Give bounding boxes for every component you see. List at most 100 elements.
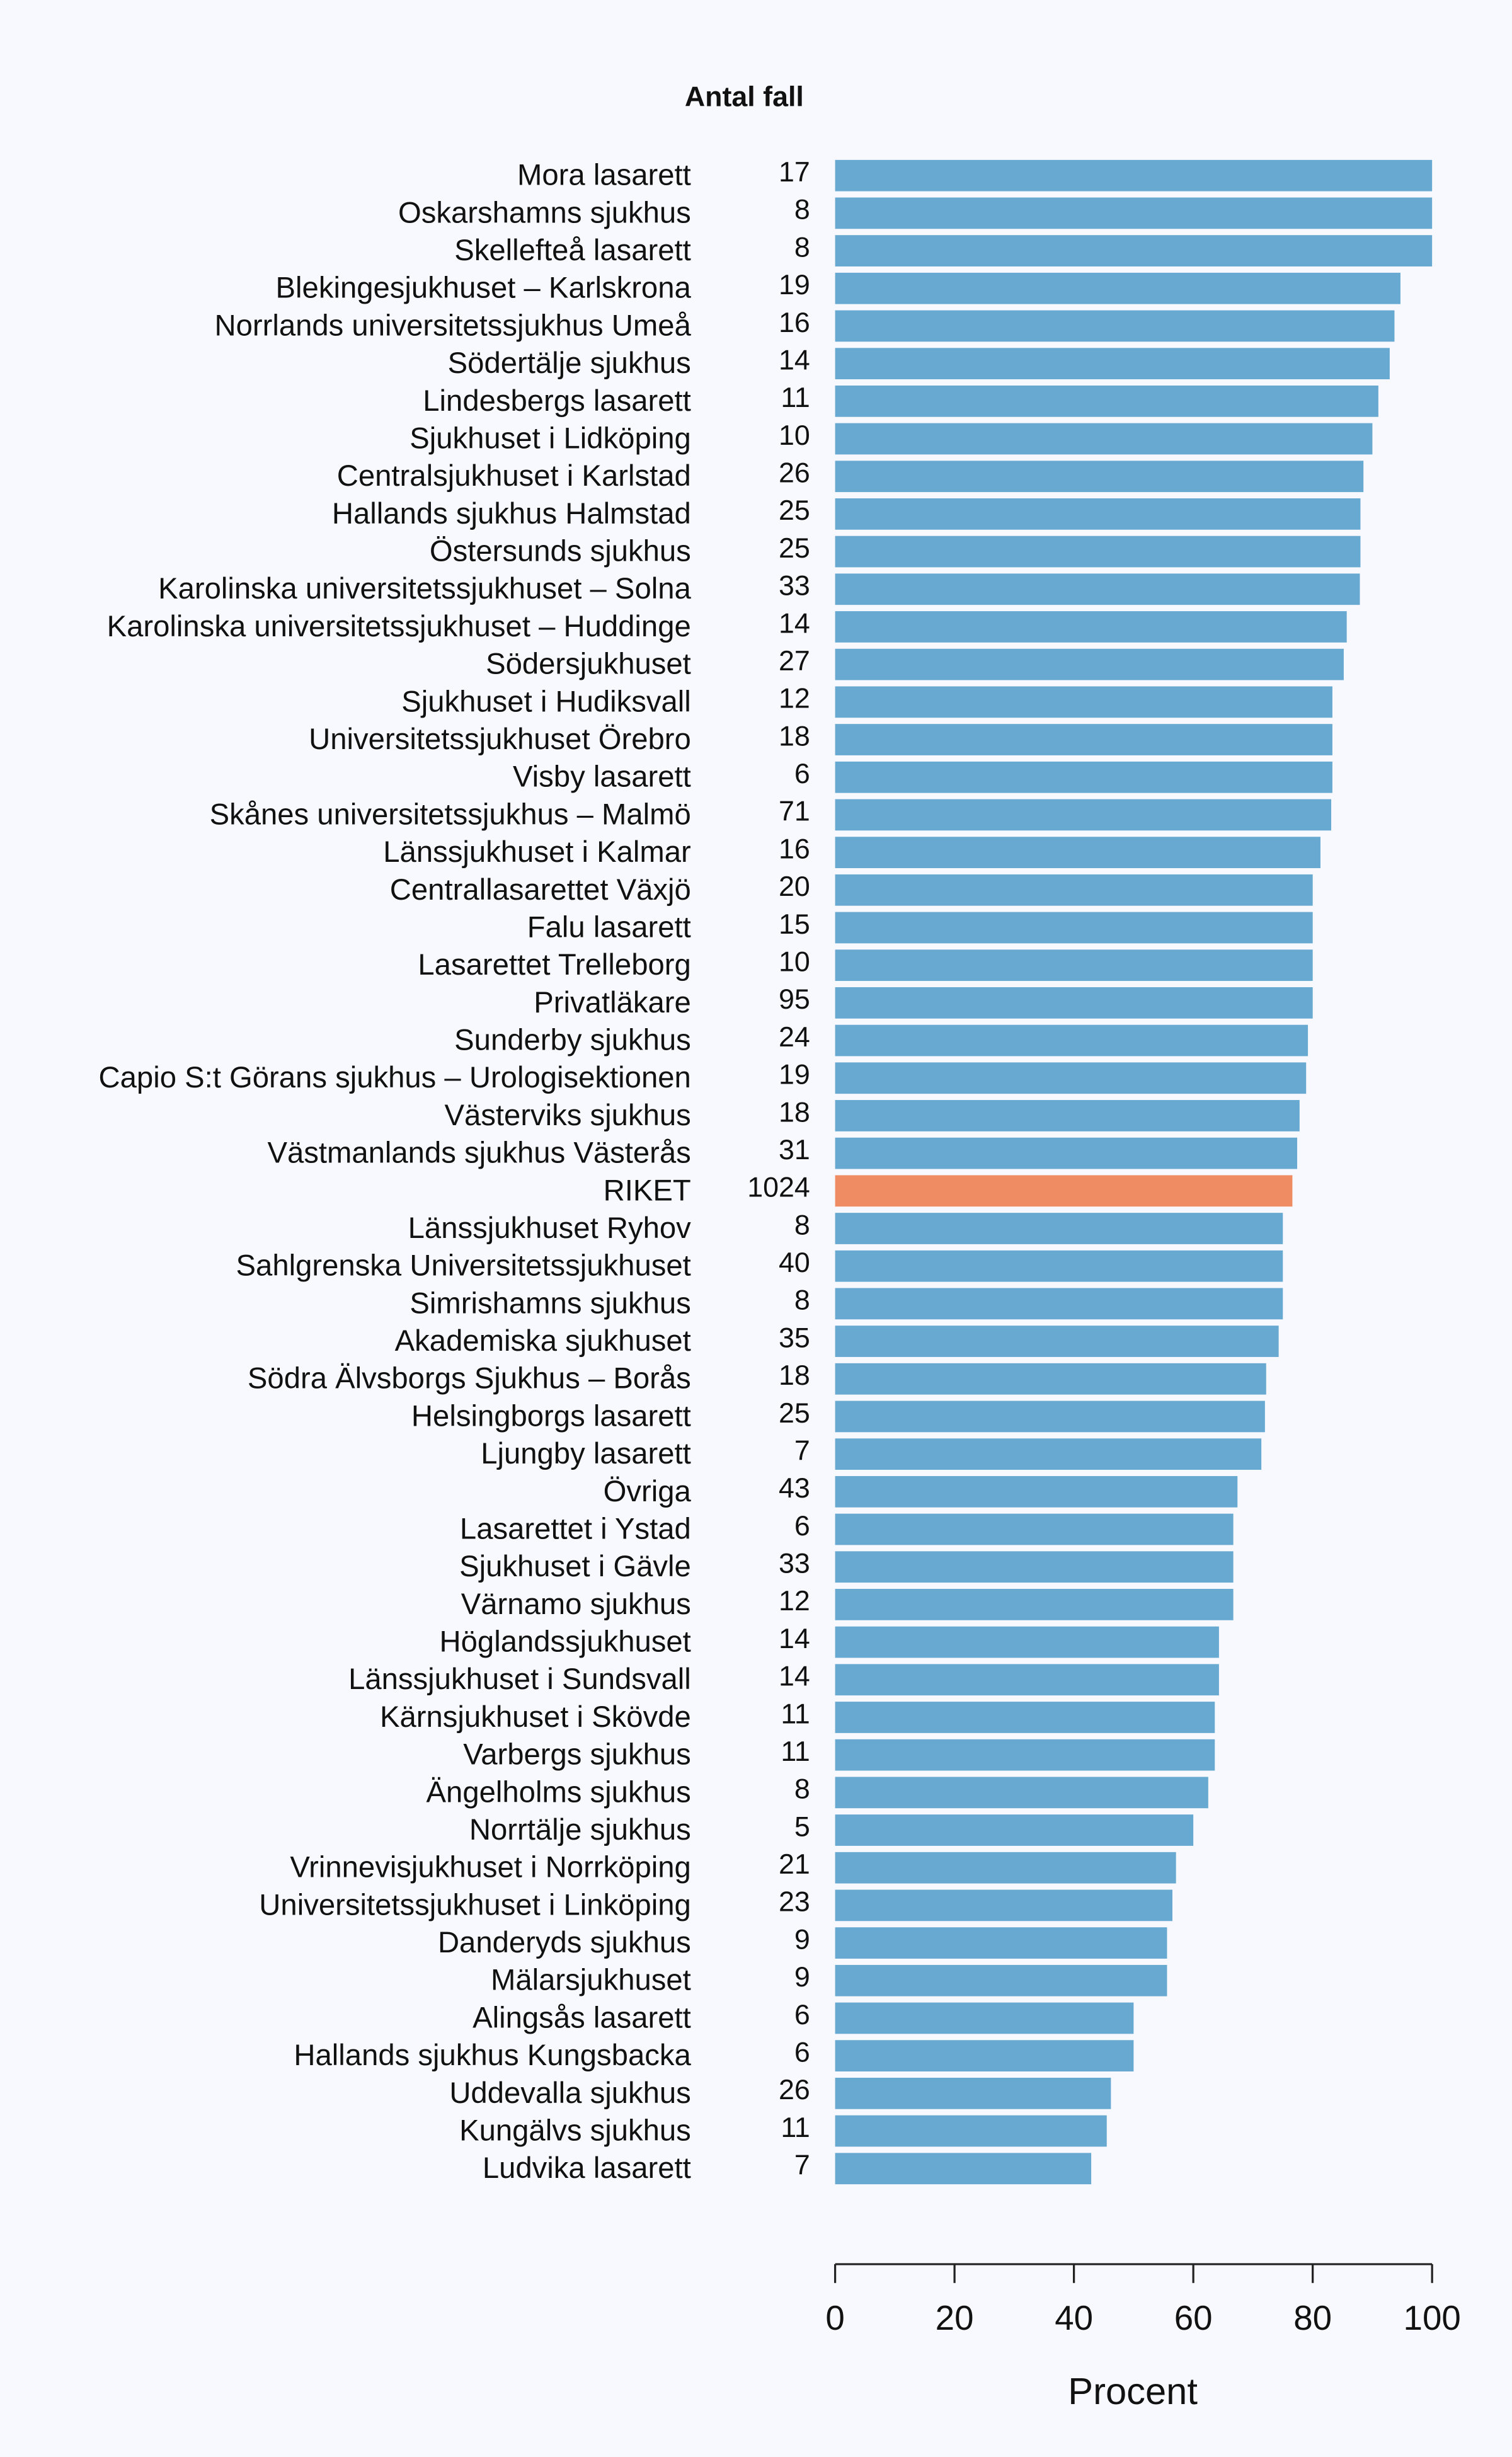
bar: [835, 611, 1347, 643]
category-label: Kärnsjukhuset i Skövde: [380, 1700, 691, 1734]
count-label: 18: [779, 720, 810, 752]
bar: [835, 1814, 1194, 1846]
category-label: Skellefteå lasarett: [454, 234, 691, 267]
count-label: 18: [779, 1360, 810, 1391]
category-label: Uddevalla sjukhus: [449, 2076, 690, 2110]
count-label: 11: [781, 2112, 810, 2143]
bar: [835, 1777, 1208, 1809]
count-label: 6: [794, 2037, 810, 2068]
category-label: Övriga: [604, 1475, 692, 1508]
bar: [835, 761, 1332, 793]
bar: [835, 686, 1332, 718]
x-tick-label: 100: [1404, 2298, 1461, 2337]
bar: [835, 987, 1313, 1019]
category-label: Capio S:t Görans sjukhus – Urologisektio…: [99, 1061, 691, 1094]
category-label: Lindesbergs lasarett: [423, 384, 691, 418]
count-label: 11: [781, 1698, 810, 1729]
category-label: Universitetssjukhuset Örebro: [309, 723, 691, 756]
bar: [835, 1551, 1234, 1583]
bar: [835, 2040, 1134, 2072]
bar: [835, 724, 1332, 755]
count-label: 8: [794, 231, 810, 263]
count-label: 15: [779, 908, 810, 940]
category-label: Ljungby lasarett: [481, 1437, 691, 1470]
bar: [835, 799, 1332, 831]
count-label: 20: [779, 871, 810, 902]
count-label: 1024: [747, 1172, 810, 1203]
bar: [835, 235, 1433, 266]
category-label: Södra Älvsborgs Sjukhus – Borås: [248, 1362, 691, 1395]
category-label: Varbergs sjukhus: [463, 1738, 691, 1772]
bar: [835, 1626, 1219, 1658]
category-label: Östersunds sjukhus: [430, 535, 691, 568]
count-label: 21: [779, 1848, 810, 1880]
bar: [835, 1664, 1219, 1696]
category-label: Mälarsjukhuset: [491, 1964, 691, 1997]
category-label: Karolinska universitetssjukhuset – Solna: [158, 572, 691, 605]
count-label: 24: [779, 1021, 810, 1053]
bar: [835, 2002, 1134, 2034]
count-label: 7: [794, 2150, 810, 2181]
bar: [835, 1288, 1283, 1320]
bar: [835, 1702, 1215, 1733]
bar: [835, 648, 1344, 680]
count-label: 7: [794, 1435, 810, 1466]
x-tick-label: 60: [1174, 2298, 1213, 2337]
category-label: Ludvika lasarett: [483, 2151, 691, 2185]
count-label: 9: [794, 1961, 810, 1993]
category-label: Danderyds sjukhus: [438, 1926, 691, 1959]
bar: [835, 2115, 1107, 2147]
bar: [835, 2077, 1111, 2109]
x-tick-label: 40: [1055, 2298, 1093, 2337]
bar: [835, 2153, 1092, 2185]
count-label: 12: [779, 1585, 810, 1617]
count-label: 95: [779, 983, 810, 1015]
bar: [835, 837, 1320, 868]
count-label: 17: [779, 156, 810, 188]
count-label: 10: [779, 946, 810, 978]
count-label: 16: [779, 307, 810, 338]
category-label: Kungälvs sjukhus: [459, 2114, 691, 2148]
bar: [835, 1100, 1300, 1131]
category-label: Falu lasarett: [527, 910, 691, 944]
bar: [835, 874, 1313, 906]
count-label: 25: [779, 532, 810, 564]
count-label: 26: [779, 2074, 810, 2105]
bar: [835, 1213, 1283, 1244]
count-label: 19: [779, 269, 810, 301]
category-label: Södertälje sjukhus: [448, 346, 691, 380]
count-label: 33: [779, 1548, 810, 1579]
bar: [835, 1326, 1279, 1357]
category-label: Höglandssjukhuset: [440, 1625, 691, 1659]
bar: [835, 1964, 1167, 1996]
category-label: Vrinnevisjukhuset i Norrköping: [290, 1851, 690, 1884]
category-label: RIKET: [604, 1174, 691, 1207]
count-label: 6: [794, 1999, 810, 2030]
count-label: 8: [794, 1773, 810, 1805]
count-label: 43: [779, 1472, 810, 1504]
category-label: Akademiska sjukhuset: [395, 1324, 691, 1358]
category-label: Sahlgrenska Universitetssjukhuset: [236, 1249, 691, 1283]
count-label: 11: [781, 1736, 810, 1767]
category-label: Sjukhuset i Gävle: [459, 1550, 691, 1583]
category-label: Sjukhuset i Lidköping: [410, 421, 691, 455]
bar: [835, 1438, 1262, 1470]
category-label: Länssjukhuset i Sundsvall: [348, 1663, 691, 1696]
count-label: 19: [779, 1059, 810, 1091]
count-label: 6: [794, 758, 810, 789]
category-label: Centralsjukhuset i Karlstad: [337, 459, 691, 493]
count-label: 8: [794, 1209, 810, 1240]
bar: [835, 1363, 1266, 1395]
bar: [835, 949, 1313, 982]
category-label: Västmanlands sjukhus Västerås: [267, 1137, 690, 1170]
x-axis-label: Procent: [1068, 2370, 1198, 2412]
count-label: 14: [779, 1661, 810, 1692]
x-tick-label: 20: [936, 2298, 974, 2337]
category-label: Centrallasarettet Växjö: [390, 873, 691, 907]
category-label: Västerviks sjukhus: [445, 1099, 691, 1132]
count-label: 71: [779, 796, 810, 827]
count-label: 10: [779, 420, 810, 451]
count-label: 6: [794, 1510, 810, 1542]
bar: [835, 1250, 1283, 1282]
category-label: Helsingborgs lasarett: [411, 1399, 691, 1433]
